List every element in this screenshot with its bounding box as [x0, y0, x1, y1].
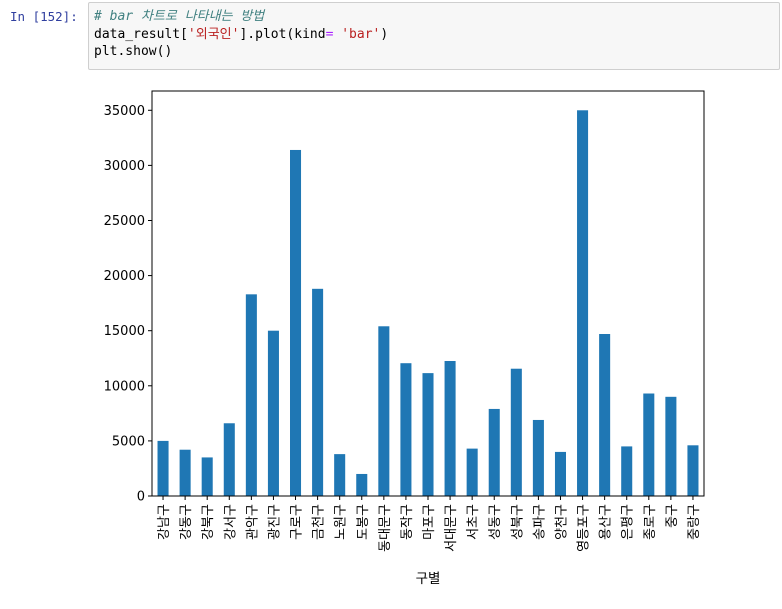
bar: [554, 451, 566, 496]
bar: [290, 149, 302, 497]
bar: [400, 363, 412, 496]
x-tick-label: 중구: [665, 504, 680, 528]
bar: [532, 419, 544, 496]
code-text: plt.show(): [94, 44, 173, 59]
x-tick-label: 관악구: [245, 504, 260, 540]
y-tick-label: 25000: [104, 214, 145, 229]
code-comment: # bar 차트로 나타내는 방법: [94, 9, 265, 24]
bar: [621, 446, 633, 496]
x-axis-label: 구별: [416, 571, 441, 587]
x-tick-label: 도봉구: [356, 504, 371, 540]
bar: [422, 373, 434, 496]
x-tick-label: 마포구: [422, 504, 437, 540]
bar: [510, 368, 522, 496]
x-tick-label: 성동구: [488, 504, 503, 540]
bar: [179, 449, 191, 496]
x-tick-label: 양천구: [554, 504, 569, 540]
bar: [577, 110, 589, 497]
bar: [267, 330, 279, 496]
x-tick-label: 동작구: [400, 504, 415, 540]
code-text: ): [380, 26, 389, 42]
y-tick-label: 35000: [104, 104, 145, 119]
bar: [356, 473, 368, 496]
y-tick-label: 0: [137, 490, 145, 505]
y-tick-label: 30000: [104, 159, 145, 174]
x-tick-label: 용산구: [599, 504, 614, 540]
code-text: ].plot(kind: [239, 26, 326, 42]
x-tick-label: 성북구: [510, 504, 525, 540]
x-tick-label: 중랑구: [687, 504, 702, 540]
x-tick-label: 송파구: [532, 504, 547, 540]
code-operator: =: [325, 26, 334, 42]
x-tick-label: 서초구: [466, 504, 481, 540]
bar: [378, 326, 390, 496]
x-tick-label: 광진구: [267, 504, 282, 540]
bar: [223, 423, 235, 496]
x-tick-label: 강남구: [157, 504, 172, 540]
x-tick-label: 강서구: [223, 504, 238, 540]
bar: [488, 408, 500, 496]
x-tick-label: 강북구: [201, 504, 216, 540]
x-tick-label: 금천구: [312, 504, 327, 540]
code-string: '외국인': [187, 26, 240, 42]
x-tick-label: 노원구: [334, 504, 349, 540]
bar: [599, 334, 611, 496]
cell-prompt: In [152]:: [10, 9, 78, 24]
bar: [334, 454, 346, 496]
bar: [643, 393, 655, 496]
y-tick-label: 15000: [104, 324, 145, 339]
bar: [312, 288, 324, 496]
x-tick-label: 영등포구: [577, 504, 592, 552]
bar: [201, 457, 213, 496]
y-tick-label: 5000: [112, 434, 145, 449]
code-string: 'bar': [341, 26, 381, 42]
bar: [466, 448, 478, 496]
bar: [444, 361, 456, 496]
x-tick-label: 동대문구: [378, 504, 393, 552]
bar: [245, 294, 257, 496]
y-tick-label: 10000: [104, 379, 145, 394]
x-tick-label: 종로구: [643, 504, 658, 540]
x-tick-label: 은평구: [621, 504, 636, 540]
bar: [687, 445, 699, 496]
bar: [665, 396, 677, 496]
x-tick-label: 구로구: [290, 504, 305, 540]
x-tick-label: 강동구: [179, 504, 194, 540]
code-text: data_result[: [94, 26, 188, 42]
y-tick-label: 20000: [104, 269, 145, 284]
bar: [157, 440, 169, 496]
x-tick-label: 서대문구: [444, 504, 459, 552]
code-cell-input[interactable]: # bar 차트로 나타내는 방법 data_result['외국인'].plo…: [88, 2, 780, 70]
